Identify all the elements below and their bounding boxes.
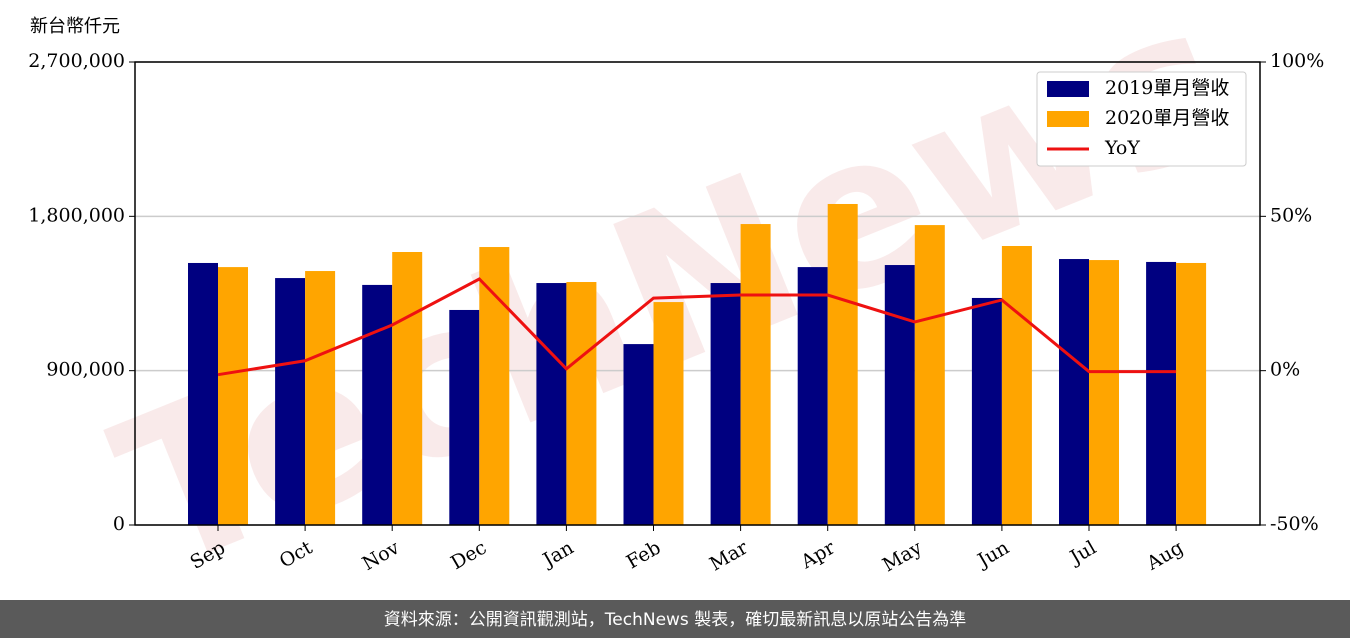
bar: [188, 262, 218, 525]
bar: [449, 309, 480, 525]
bar: [362, 284, 393, 525]
bar: [1176, 262, 1207, 525]
bar: [914, 225, 945, 525]
bar: [884, 265, 915, 525]
y-tick-label: 2,700,000: [28, 50, 125, 72]
bar: [1146, 261, 1177, 525]
y-tick-label: 1,800,000: [28, 204, 125, 226]
x-tick-label: Feb: [623, 537, 665, 574]
bar: [479, 247, 510, 526]
x-tick-label: May: [879, 536, 926, 576]
line: [217, 277, 1177, 377]
bar: [740, 224, 771, 526]
bar: [536, 283, 567, 525]
legend-label: 2019單月營收: [1105, 77, 1229, 99]
y2-tick-label: 100%: [1270, 50, 1324, 72]
legend-swatch: [1047, 111, 1089, 127]
bar: [653, 302, 684, 525]
bar: [623, 344, 654, 525]
x-tick-label: Jan: [538, 537, 578, 573]
y2-tick-label: 0%: [1270, 359, 1300, 381]
y-axis-label: 新台幣仟元: [30, 16, 120, 37]
legend-label: YoY: [1104, 137, 1140, 159]
legend-label: 2020單月營收: [1105, 107, 1229, 129]
x-tick-label: Dec: [447, 537, 490, 575]
y-tick-label: 0: [113, 513, 125, 535]
footer: 資料來源：公開資訊觀測站，TechNews 製表，確切最新訊息以原站公告為準: [384, 610, 966, 630]
bar: [971, 297, 1002, 525]
x-tick-label: Apr: [797, 536, 840, 573]
bar: [1089, 260, 1119, 525]
x-tick-label: Jul: [1065, 537, 1100, 570]
x-tick-label: Jun: [972, 537, 1013, 573]
bar: [218, 267, 248, 525]
bar: [797, 267, 828, 525]
bar: [1001, 245, 1032, 525]
x-tick-label: Mar: [706, 536, 752, 575]
bar: [710, 283, 741, 525]
bar: [827, 203, 858, 525]
bar: [1059, 259, 1089, 525]
legend-swatch: [1047, 81, 1089, 97]
y2-tick-label: -50%: [1270, 513, 1319, 535]
plot-frame: [134, 61, 1261, 526]
footer-bar: [0, 600, 1350, 638]
bar: [392, 252, 423, 526]
bar: [305, 271, 336, 525]
x-tick-label: Aug: [1142, 537, 1187, 576]
bar: [275, 278, 306, 525]
y-tick-label: 900,000: [46, 359, 125, 381]
bar: [566, 282, 597, 525]
y2-tick-label: 50%: [1270, 204, 1312, 226]
legend-box: [1036, 71, 1247, 167]
